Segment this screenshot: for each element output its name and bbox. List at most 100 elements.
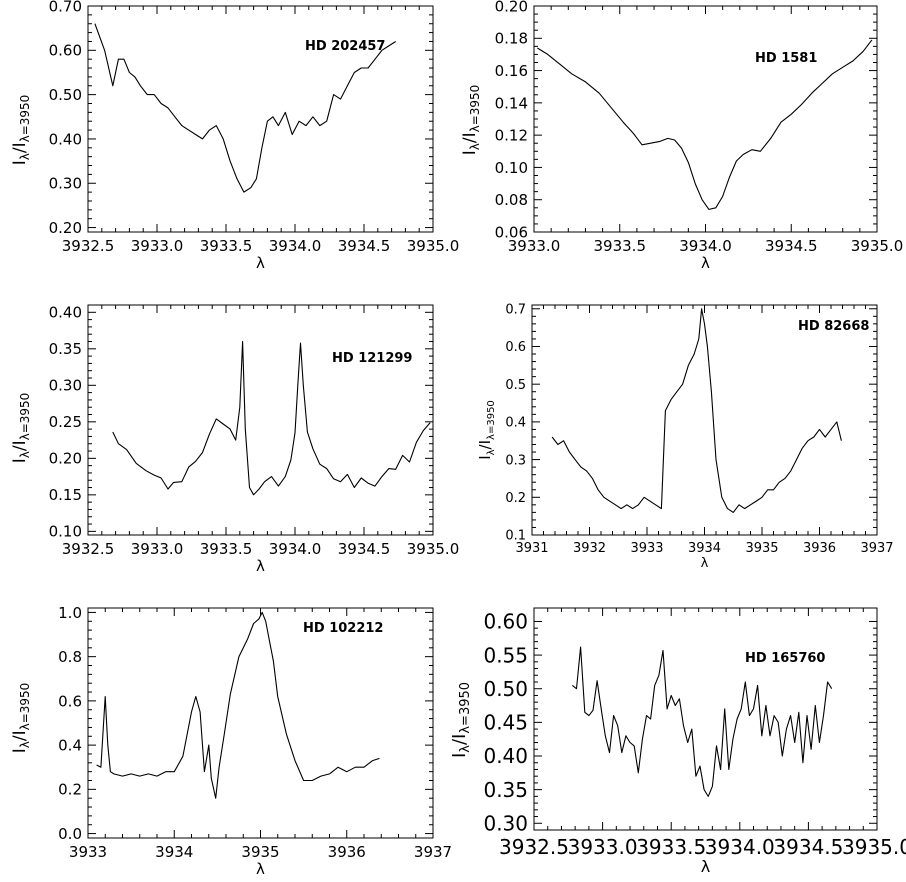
star-label: HD 82668 bbox=[798, 319, 869, 334]
x-axis-label: λ bbox=[256, 557, 265, 575]
chart-panel: 3933.0 3933.5 3934.0 3934.5 3935.0 0.06 0.08 0.… bbox=[460, 0, 903, 272]
y-axis-label: Iλ/Iλ=3950 bbox=[10, 393, 32, 464]
x-tick-label: 3935.0 bbox=[851, 237, 904, 255]
y-tick-label: 0.10 bbox=[49, 523, 82, 541]
y-tick-label: 0.50 bbox=[49, 86, 82, 104]
y-tick-label: 0.4 bbox=[505, 416, 526, 431]
x-tick-label: 3937 bbox=[414, 843, 452, 861]
y-tick-label: 0.35 bbox=[49, 340, 82, 358]
x-tick-label: 3934.0 bbox=[679, 237, 732, 255]
x-tick-label: 3934.0 bbox=[269, 237, 322, 255]
y-tick-label: 0.45 bbox=[483, 711, 528, 735]
y-tick-label: 0.7 bbox=[505, 302, 526, 317]
plot-frame bbox=[87, 5, 434, 233]
y-axis-label: Iλ/Iλ=3950 bbox=[460, 85, 482, 156]
y-tick-label: 0.2 bbox=[58, 781, 82, 799]
y-tick-label: 0.6 bbox=[58, 692, 82, 710]
x-tick-label: 3932.5 bbox=[499, 835, 569, 859]
y-tick-label: 0.30 bbox=[49, 175, 82, 193]
x-tick-label: 3936 bbox=[803, 541, 836, 556]
x-tick-label: 3934.5 bbox=[338, 540, 391, 558]
star-label: HD 102212 bbox=[303, 621, 383, 636]
y-tick-label: 0.40 bbox=[483, 744, 528, 768]
y-tick-label: 0.60 bbox=[49, 42, 82, 60]
y-tick-label: 0.20 bbox=[49, 450, 82, 468]
x-tick-label: 3935 bbox=[745, 541, 778, 556]
y-tick-label: 0.15 bbox=[49, 486, 82, 504]
x-axis-label: λ bbox=[701, 857, 710, 876]
y-tick-label: 0.50 bbox=[483, 677, 528, 701]
y-tick-label: 0.08 bbox=[495, 191, 528, 209]
y-tick-label: 0.06 bbox=[495, 223, 528, 241]
x-tick-label: 3934.0 bbox=[269, 540, 322, 558]
y-tick-label: 0.10 bbox=[495, 159, 528, 177]
x-tick-label: 3933.0 bbox=[131, 237, 184, 255]
x-tick-label: 3934 bbox=[155, 843, 193, 861]
y-tick-label: 0.14 bbox=[495, 94, 528, 112]
x-axis-label: λ bbox=[256, 254, 265, 272]
y-tick-label: 0.12 bbox=[495, 127, 528, 145]
y-tick-label: 0.20 bbox=[49, 219, 82, 237]
x-tick-label: 3933.5 bbox=[636, 835, 706, 859]
y-tick-label: 0.30 bbox=[483, 811, 528, 835]
y-tick-label: 0.20 bbox=[495, 0, 528, 15]
spectrum-line bbox=[94, 23, 396, 193]
x-tick-label: 3934.0 bbox=[705, 835, 775, 859]
y-tick-label: 0.60 bbox=[483, 610, 528, 634]
y-axis-label: Iλ/Iλ=3950 bbox=[449, 682, 473, 758]
chart-panel: 3933 3934 3935 3936 3937 0.0 0.2 0.4 0.6 0.8 1.0 HD… bbox=[10, 604, 452, 878]
spectrum-line bbox=[537, 39, 873, 210]
x-tick-label: 3933.5 bbox=[594, 237, 647, 255]
chart-panel: 3931 3932 3933 3934 3935 3936 3937 0.1 0.2 0.3 0.4… bbox=[476, 302, 894, 571]
y-tick-label: 0.4 bbox=[58, 737, 82, 755]
x-tick-label: 3933.0 bbox=[508, 237, 561, 255]
x-tick-label: 3935.0 bbox=[407, 237, 460, 255]
star-label: HD 121299 bbox=[332, 351, 412, 366]
plot-frame bbox=[87, 607, 434, 839]
spectrum-line bbox=[572, 646, 833, 797]
star-label: HD 202457 bbox=[305, 39, 385, 54]
plot-frame bbox=[531, 304, 878, 536]
y-tick-label: 0.0 bbox=[58, 825, 82, 843]
spectrum-line bbox=[112, 340, 431, 496]
x-tick-label: 3931 bbox=[515, 541, 548, 556]
x-tick-label: 3934.5 bbox=[765, 237, 818, 255]
x-tick-label: 3937 bbox=[860, 541, 893, 556]
x-tick-label: 3935 bbox=[241, 843, 279, 861]
x-axis-label: λ bbox=[701, 254, 710, 272]
y-axis-label: Iλ/Iλ=3950 bbox=[10, 95, 32, 166]
y-tick-label: 0.40 bbox=[49, 304, 82, 322]
x-tick-label: 3932.5 bbox=[62, 237, 115, 255]
x-tick-label: 3935.0 bbox=[407, 540, 460, 558]
x-tick-label: 3933.5 bbox=[200, 540, 253, 558]
x-tick-label: 3933.5 bbox=[200, 237, 253, 255]
spectrum-line bbox=[96, 611, 380, 799]
y-tick-label: 0.5 bbox=[505, 378, 526, 393]
star-label: HD 1581 bbox=[755, 51, 817, 66]
x-axis-label: λ bbox=[701, 556, 709, 571]
x-tick-label: 3934 bbox=[688, 541, 721, 556]
y-tick-label: 0.3 bbox=[505, 453, 526, 468]
y-tick-label: 0.16 bbox=[495, 62, 528, 80]
y-tick-label: 0.35 bbox=[483, 778, 528, 802]
x-tick-label: 3935.0 bbox=[842, 835, 906, 859]
x-tick-label: 3932.5 bbox=[62, 540, 115, 558]
y-tick-label: 0.55 bbox=[483, 643, 528, 667]
spectrum-line bbox=[551, 308, 842, 513]
plot-frame bbox=[533, 5, 878, 233]
x-axis-label: λ bbox=[256, 860, 265, 878]
x-tick-label: 3933.0 bbox=[568, 835, 638, 859]
x-tick-label: 3933 bbox=[630, 541, 663, 556]
x-tick-label: 3933 bbox=[69, 843, 107, 861]
y-tick-label: 0.18 bbox=[495, 30, 528, 48]
y-tick-label: 0.25 bbox=[49, 413, 82, 431]
y-tick-label: 1.0 bbox=[58, 604, 82, 622]
y-axis-label: Iλ/Iλ=3950 bbox=[476, 400, 497, 460]
plot-frame bbox=[533, 607, 878, 831]
chart-panel: 3932.5 3933.0 3933.5 3934.0 3934.5 3935.0 0.20… bbox=[10, 0, 459, 272]
y-tick-label: 0.6 bbox=[505, 340, 526, 355]
y-axis-label: Iλ/Iλ=3950 bbox=[10, 683, 32, 754]
x-tick-label: 3933.0 bbox=[131, 540, 184, 558]
x-tick-label: 3936 bbox=[328, 843, 366, 861]
